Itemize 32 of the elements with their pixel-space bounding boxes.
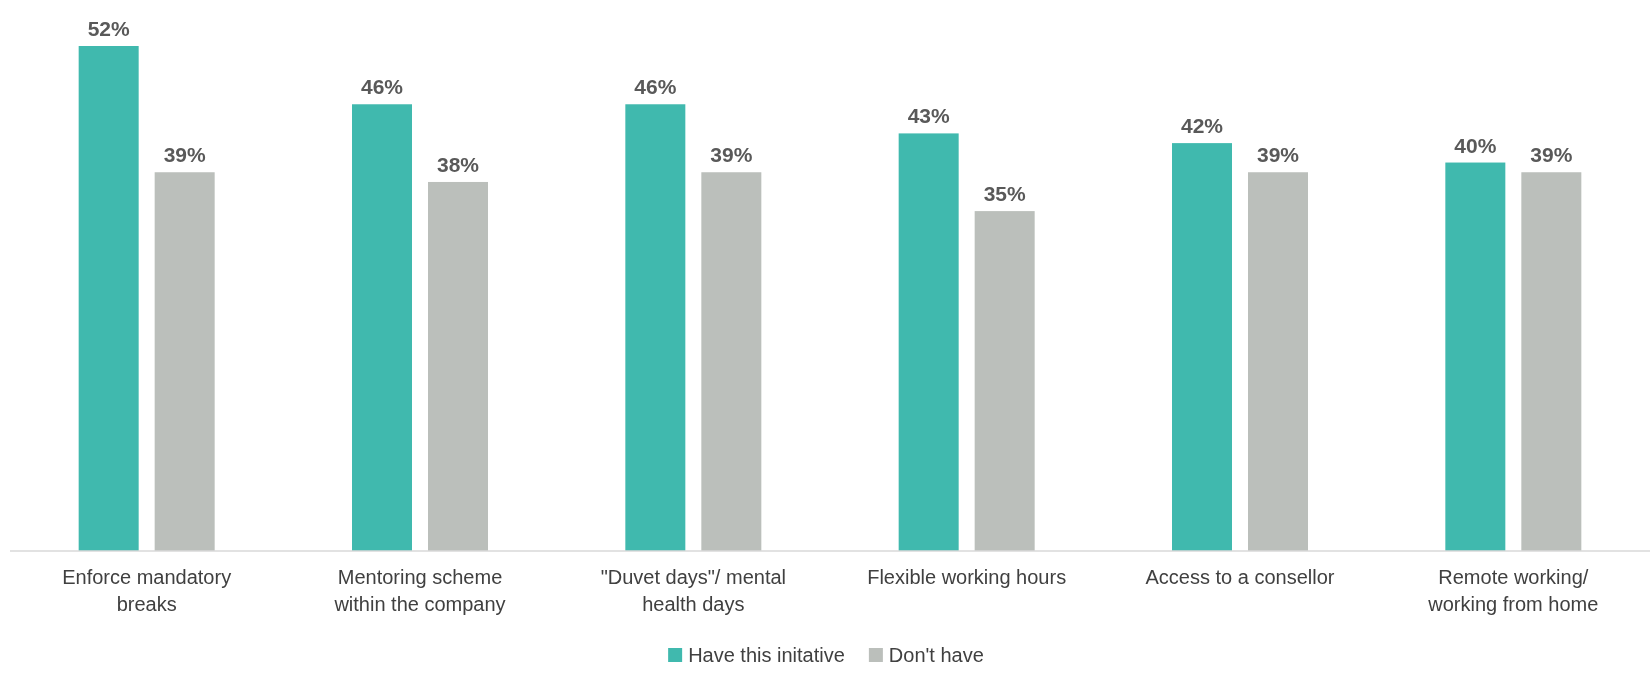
data-label: 39% xyxy=(1256,143,1300,167)
x-tick-label: "Duvet days"/ mental health days xyxy=(600,566,787,615)
data-label: 40% xyxy=(1454,133,1497,157)
bar xyxy=(701,172,762,551)
data-label: 52% xyxy=(87,17,131,40)
legend-label: Have this initative xyxy=(688,644,845,666)
bar xyxy=(974,211,1035,551)
data-label: 35% xyxy=(983,182,1027,206)
data-label: 42% xyxy=(1180,114,1224,138)
bar xyxy=(428,181,488,551)
x-tick-label: Flexible working hours xyxy=(867,566,1067,588)
data-label: 39% xyxy=(1530,143,1573,167)
x-tick-label: Access to a consellor xyxy=(1145,566,1335,588)
bar xyxy=(1172,143,1232,551)
data-label: 46% xyxy=(360,75,404,99)
x-tick-label: Remote working/ working from home xyxy=(1427,566,1599,615)
bar xyxy=(1445,162,1506,551)
bar xyxy=(898,133,959,551)
x-tick-label: Mentoring scheme within the company xyxy=(333,566,506,615)
bar xyxy=(154,172,215,551)
legend-label: Don't have xyxy=(888,644,984,666)
bar xyxy=(1521,172,1582,551)
x-tick-label: Enforce mandatory breaks xyxy=(62,566,232,615)
data-label: 39% xyxy=(710,143,753,167)
bar xyxy=(1248,172,1308,551)
bar xyxy=(625,104,686,551)
data-label: 38% xyxy=(436,152,480,176)
bar xyxy=(352,104,412,551)
data-label: 46% xyxy=(634,75,677,99)
bar xyxy=(78,46,139,551)
data-label: 39% xyxy=(163,143,207,167)
data-label: 43% xyxy=(907,104,951,128)
